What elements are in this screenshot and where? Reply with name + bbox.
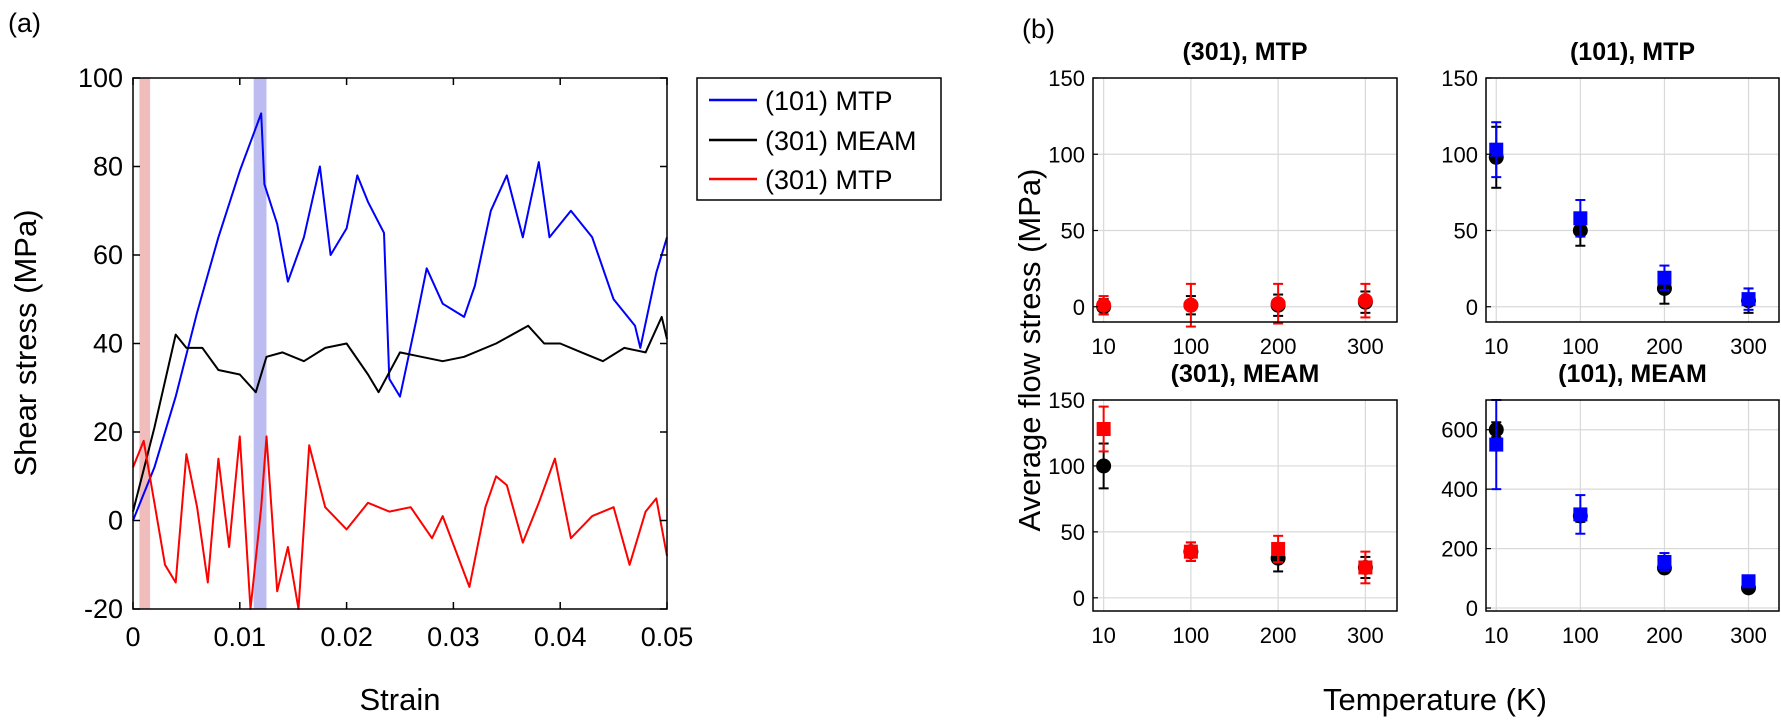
panel-a-tag: (a)	[8, 8, 41, 38]
data-point-square	[1741, 292, 1756, 307]
x-tick-label: 100	[1562, 334, 1599, 359]
x-tick-label: 0.05	[641, 622, 694, 652]
x-tick-label: 100	[1173, 623, 1210, 648]
y-tick-label: 200	[1441, 537, 1478, 562]
x-tick-label: 10	[1484, 623, 1508, 648]
subplot-b1: 0 50 100 150 10 100 200 300 (301), MTP	[1048, 38, 1398, 359]
panel-b-xlabel: Temperature (K)	[1323, 682, 1547, 717]
x-tick-label: 0.01	[214, 622, 267, 652]
subplot-title: (101), MEAM	[1558, 360, 1707, 388]
data-point-square	[1489, 142, 1504, 157]
data-point-circle	[1270, 296, 1286, 312]
y-tick-label: 0	[1073, 295, 1085, 320]
panel-a-x-ticks: 0 0.01 0.02 0.03 0.04 0.05	[125, 78, 693, 652]
data-point-square	[1271, 542, 1286, 557]
x-tick-label: 0.04	[534, 622, 587, 652]
y-tick-label: 50	[1061, 520, 1085, 545]
y-tick-label: 400	[1441, 477, 1478, 502]
panel-b-tag: (b)	[1022, 14, 1055, 44]
y-tick-label: 100	[1441, 142, 1478, 167]
highlight-band-1	[253, 78, 267, 609]
data-point-square	[1358, 560, 1373, 575]
x-tick-label: 200	[1646, 334, 1683, 359]
data-point-circle	[1096, 297, 1112, 313]
x-tick-label: 300	[1730, 623, 1767, 648]
x-tick-label: 300	[1347, 334, 1384, 359]
subplot-axes-box	[1485, 399, 1780, 612]
y-tick-label: 150	[1048, 66, 1085, 91]
x-tick-label: 300	[1730, 334, 1767, 359]
panel-a-ylabel: Shear stress (MPa)	[8, 209, 43, 476]
x-tick-label: 200	[1646, 623, 1683, 648]
data-point-circle	[1357, 293, 1373, 309]
y-tick-label: 60	[93, 240, 123, 270]
x-tick-label: 100	[1173, 334, 1210, 359]
subplot-b2: 0 50 100 150 10 100 200 300 (101), MTP	[1441, 38, 1780, 359]
subplot-axes-box	[1485, 77, 1780, 323]
y-tick-label: -20	[84, 594, 123, 624]
panel-a-y-ticks: -20 0 20 40 60 80 100	[78, 63, 667, 624]
y-tick-label: 0	[108, 506, 123, 536]
y-tick-label: 600	[1441, 418, 1478, 443]
subplot-b3: 0 50 100 150 10 100 200 300 (301), MEAM	[1048, 360, 1398, 648]
highlight-band-0	[139, 78, 151, 609]
data-point-square	[1183, 544, 1198, 559]
y-tick-label: 50	[1061, 219, 1085, 244]
x-tick-label: 200	[1260, 334, 1297, 359]
data-point-square	[1741, 574, 1756, 589]
y-tick-label: 100	[1048, 142, 1085, 167]
subplot-title: (101), MTP	[1570, 38, 1695, 66]
y-tick-label: 150	[1048, 388, 1085, 413]
y-tick-label: 150	[1441, 66, 1478, 91]
data-point-circle	[1096, 458, 1112, 474]
x-tick-label: 0.03	[427, 622, 480, 652]
y-tick-label: 0	[1073, 586, 1085, 611]
y-tick-label: 40	[93, 329, 123, 359]
subplot-title: (301), MTP	[1182, 38, 1307, 66]
y-tick-label: 0	[1466, 295, 1478, 320]
data-point-square	[1573, 507, 1588, 522]
data-point-square	[1573, 211, 1588, 226]
legend-label-101-mtp: (101) MTP	[765, 86, 893, 116]
panel-b-ylabel: Average flow stress (MPa)	[1012, 169, 1047, 532]
x-tick-label: 300	[1347, 623, 1384, 648]
data-point-square	[1657, 270, 1672, 285]
legend-label-301-mtp: (301) MTP	[765, 165, 893, 195]
series-line-2	[132, 435, 668, 610]
y-tick-label: 50	[1454, 219, 1478, 244]
subplot-title: (301), MEAM	[1171, 360, 1320, 388]
x-tick-label: 10	[1091, 623, 1115, 648]
panel-a-series	[132, 112, 668, 610]
subplot-axes-box	[1092, 77, 1398, 323]
panel-a-xlabel: Strain	[360, 682, 441, 717]
series-line-0	[132, 112, 668, 521]
x-tick-label: 0	[125, 622, 140, 652]
x-tick-label: 100	[1562, 623, 1599, 648]
data-point-square	[1657, 554, 1672, 569]
y-tick-label: 80	[93, 152, 123, 182]
data-point-circle	[1183, 297, 1199, 313]
x-tick-label: 10	[1091, 334, 1115, 359]
subplot-b4: 0 200 400 600 10 100 200 300 (101), MEAM	[1441, 360, 1780, 648]
legend: (101) MTP (301) MEAM (301) MTP	[696, 77, 942, 201]
x-tick-label: 0.02	[320, 622, 373, 652]
subplot-axes-box	[1092, 399, 1398, 612]
legend-label-301-meam: (301) MEAM	[765, 126, 917, 156]
y-tick-label: 100	[1048, 454, 1085, 479]
panel-a: (a) 0 0.01 0.02 0.03 0.04 0.05 -2002040608010…	[8, 8, 942, 717]
x-tick-label: 10	[1484, 334, 1508, 359]
data-point-square	[1489, 437, 1504, 452]
y-tick-label: 100	[78, 63, 123, 93]
data-point-square	[1096, 422, 1111, 437]
y-tick-label: 20	[93, 417, 123, 447]
series-line-1	[132, 315, 668, 512]
x-tick-label: 200	[1260, 623, 1297, 648]
y-tick-label: 0	[1466, 596, 1478, 621]
